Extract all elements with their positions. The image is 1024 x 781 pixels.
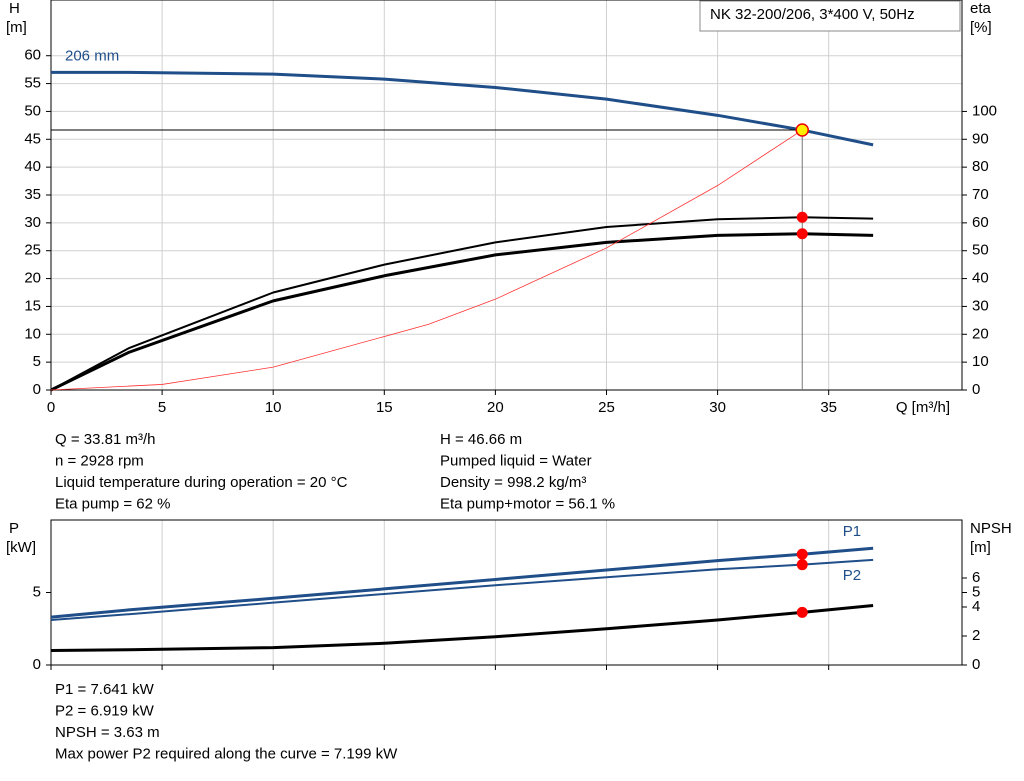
operating-point (796, 211, 808, 223)
x-tick-label: 10 (265, 399, 282, 416)
y2-tick-label: 40 (972, 270, 989, 287)
info-box (699, 0, 961, 32)
info-line: Pumped liquid = Water (440, 452, 592, 469)
curve (50, 232, 874, 392)
y2-tick-label: 0 (972, 656, 980, 673)
curve (50, 216, 874, 391)
y-tick-label: 5 (33, 353, 41, 370)
x-axis-label: Q [m³/h] (896, 399, 950, 416)
y2-tick-label: 20 (972, 325, 989, 342)
info-line: P1 = 7.641 kW (55, 681, 155, 698)
y2-tick-label: 6 (972, 569, 980, 586)
y-axis-label: P (9, 520, 19, 537)
plot-frame (50, 0, 963, 391)
curve (50, 129, 803, 391)
curve (50, 546, 874, 619)
y2-tick-label: 30 (972, 297, 989, 314)
y2-axis-unit: [%] (970, 19, 992, 36)
info-line: n = 2928 rpm (55, 452, 144, 469)
info-box-text: NK 32-200/206, 3*400 V, 50Hz (710, 6, 915, 23)
series-label: P1 (843, 523, 861, 540)
info-line: H = 46.66 m (440, 431, 522, 448)
curve (51, 70, 874, 147)
series-label: P2 (843, 567, 861, 584)
y2-tick-label: 60 (972, 214, 989, 231)
y-axis-label: H (9, 0, 20, 17)
y-tick-label: 0 (33, 656, 41, 673)
info-line: Q = 33.81 m³/h (55, 431, 155, 448)
y-tick-label: 45 (24, 130, 41, 147)
y2-axis-label: eta (970, 0, 992, 17)
operating-point (796, 606, 808, 618)
y-tick-label: 5 (33, 583, 41, 600)
y2-tick-label: 10 (972, 353, 989, 370)
y-tick-label: 60 (24, 47, 41, 64)
y-tick-label: 40 (24, 158, 41, 175)
info-line: Eta pump+motor = 56.1 % (440, 495, 615, 512)
y2-tick-label: 0 (972, 381, 980, 398)
y-tick-label: 20 (24, 270, 41, 287)
x-tick-label: 0 (47, 399, 55, 416)
x-tick-label: 25 (598, 399, 615, 416)
x-tick-label: 20 (487, 399, 504, 416)
info-line: P2 = 6.919 kW (55, 702, 155, 719)
info-line: NPSH = 3.63 m (55, 724, 160, 741)
y-tick-label: 35 (24, 186, 41, 203)
operating-point (796, 559, 808, 571)
info-line: Density = 998.2 kg/m³ (440, 474, 586, 491)
y2-tick-label: 100 (972, 102, 997, 119)
y2-tick-label: 80 (972, 158, 989, 175)
curve (50, 558, 874, 622)
y-tick-label: 55 (24, 75, 41, 92)
y2-tick-label: 4 (972, 598, 980, 615)
operating-point (795, 123, 809, 137)
y2-tick-label: 70 (972, 186, 989, 203)
operating-point (796, 228, 808, 240)
curve (50, 604, 874, 652)
y-tick-label: 10 (24, 325, 41, 342)
x-tick-label: 35 (820, 399, 837, 416)
y-tick-label: 50 (24, 102, 41, 119)
y-axis-unit: [kW] (6, 539, 36, 556)
y2-tick-label: 5 (972, 583, 980, 600)
operating-point (796, 548, 808, 560)
info-line: Liquid temperature during operation = 20… (55, 474, 348, 491)
y2-axis-label: NPSH (970, 520, 1012, 537)
y2-tick-label: 50 (972, 242, 989, 259)
series-label: 206 mm (65, 47, 119, 64)
x-tick-label: 5 (158, 399, 166, 416)
plot-frame (50, 519, 963, 666)
y-tick-label: 25 (24, 242, 41, 259)
y2-tick-label: 2 (972, 627, 980, 644)
x-tick-label: 15 (376, 399, 393, 416)
x-tick-label: 30 (709, 399, 726, 416)
info-line: Eta pump = 62 % (55, 495, 171, 512)
y-tick-label: 15 (24, 297, 41, 314)
y-tick-label: 30 (24, 214, 41, 231)
y-axis-unit: [m] (6, 19, 27, 36)
info-line: Max power P2 required along the curve = … (55, 745, 398, 762)
y2-axis-unit: [m] (970, 539, 991, 556)
y-tick-label: 0 (33, 381, 41, 398)
y2-tick-label: 90 (972, 130, 989, 147)
